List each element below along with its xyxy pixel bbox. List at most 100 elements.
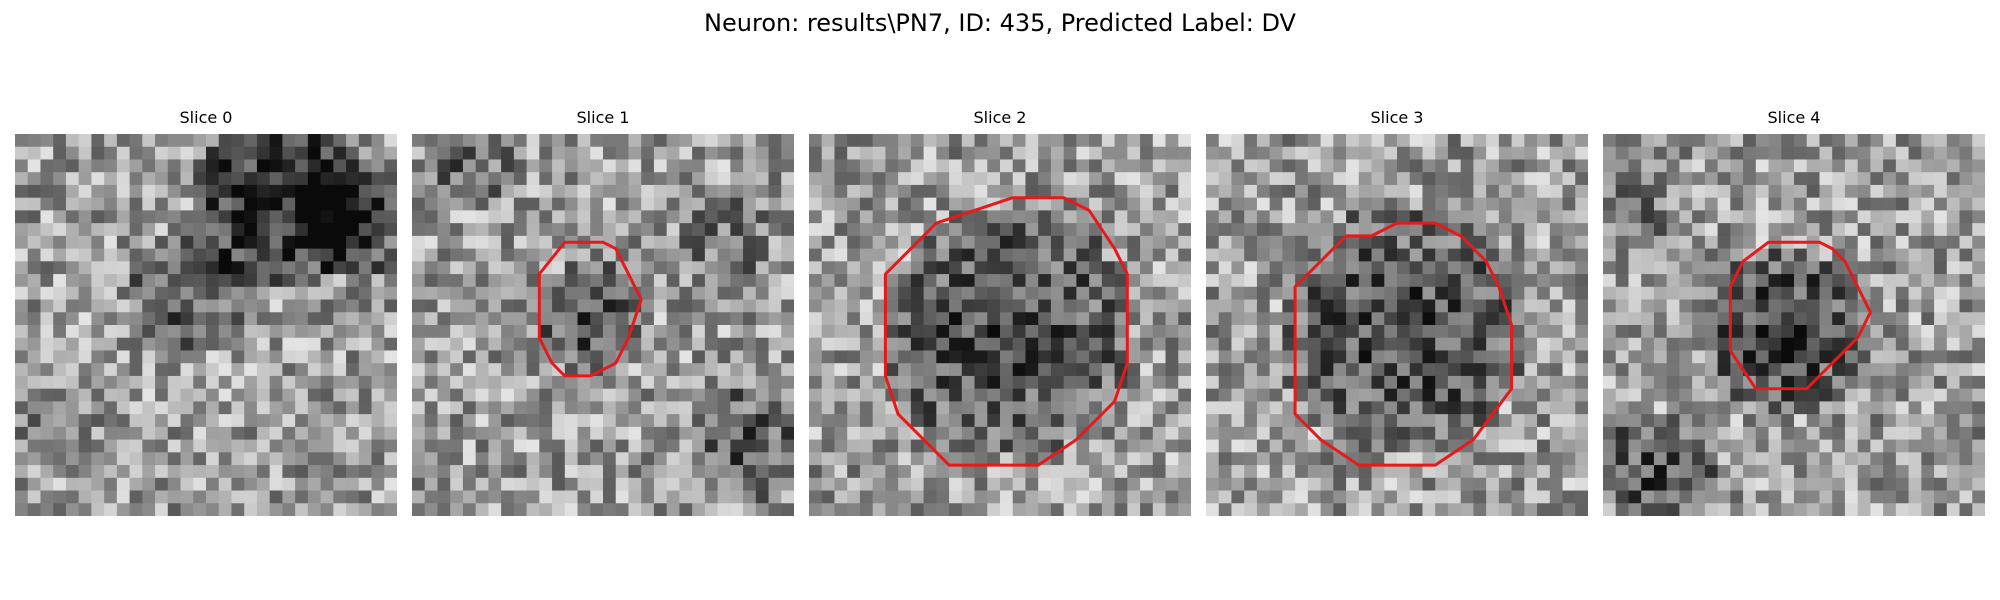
pixel	[1628, 159, 1642, 173]
pixel	[1063, 388, 1077, 402]
pixel	[1844, 388, 1859, 402]
pixel	[1524, 312, 1538, 326]
pixel	[65, 401, 80, 415]
pixel	[692, 325, 706, 339]
pixel	[1883, 184, 1897, 199]
pixel	[1743, 503, 1757, 516]
pixel	[679, 350, 693, 364]
pixel	[358, 286, 373, 301]
pixel	[1679, 477, 1693, 492]
pixel	[1653, 184, 1668, 199]
pixel	[1000, 465, 1014, 479]
pixel	[1358, 210, 1373, 224]
pixel	[1447, 363, 1462, 377]
pixel	[1844, 452, 1859, 466]
pixel	[104, 452, 118, 466]
pixel	[628, 248, 642, 262]
pixel	[1615, 134, 1629, 148]
pixel	[1641, 337, 1655, 351]
pixel	[1946, 197, 1961, 211]
pixel	[269, 452, 283, 466]
pixel	[885, 465, 899, 479]
pixel	[809, 286, 823, 301]
pixel	[1908, 490, 1922, 504]
pixel	[180, 146, 194, 160]
pixel	[1152, 452, 1167, 466]
pixel	[1768, 465, 1782, 479]
pixel	[15, 274, 29, 288]
pixel	[15, 235, 29, 250]
pixel	[1165, 223, 1179, 237]
pixel	[1346, 286, 1360, 301]
pixel	[256, 197, 271, 211]
pixel	[1320, 146, 1334, 160]
pixel	[1409, 363, 1423, 377]
pixel	[462, 235, 477, 250]
pixel	[1447, 350, 1462, 364]
pixel	[1524, 325, 1538, 339]
pixel	[1460, 261, 1474, 275]
pixel	[641, 146, 655, 160]
pixel	[1806, 490, 1820, 504]
pixel	[384, 477, 397, 492]
pixel	[717, 159, 731, 173]
pixel	[333, 388, 347, 402]
pixel	[1870, 350, 1884, 364]
pixel	[1653, 312, 1668, 326]
pixel	[167, 490, 182, 504]
pixel	[615, 325, 629, 339]
pixel	[231, 274, 245, 288]
pixel	[1819, 477, 1833, 492]
pixel	[1603, 134, 1617, 148]
pixel	[15, 350, 29, 364]
pixel	[641, 337, 655, 351]
pixel	[1397, 210, 1411, 224]
pixel	[1178, 350, 1191, 364]
pixel	[1641, 235, 1655, 250]
pixel	[1050, 477, 1065, 492]
pixel	[1870, 184, 1884, 199]
pixel	[1409, 312, 1423, 326]
pixel	[1114, 312, 1128, 326]
pixel	[1806, 337, 1820, 351]
pixel	[40, 146, 54, 160]
pixel	[1127, 184, 1141, 199]
pixel	[717, 503, 731, 516]
pixel	[679, 503, 693, 516]
pixel	[358, 312, 373, 326]
pixel	[1422, 477, 1436, 492]
pixel	[1666, 299, 1680, 313]
pixel	[1908, 172, 1922, 186]
pixel	[1256, 197, 1271, 211]
pixel	[91, 414, 105, 428]
pixel	[847, 261, 861, 275]
pixel	[346, 375, 360, 390]
pixel	[129, 134, 143, 148]
pixel	[1206, 401, 1220, 415]
pixel	[1511, 452, 1525, 466]
pixel	[1666, 312, 1680, 326]
pixel	[129, 197, 143, 211]
pixel	[1422, 223, 1436, 237]
pixel	[1000, 223, 1014, 237]
pixel	[488, 134, 502, 148]
pixel	[781, 286, 794, 301]
pixel	[1934, 172, 1948, 186]
pixel	[142, 439, 156, 453]
pixel	[1921, 465, 1935, 479]
pixel	[1101, 146, 1116, 160]
pixel	[1562, 261, 1576, 275]
pixel	[768, 159, 782, 173]
pixel	[1537, 172, 1551, 186]
pixel	[437, 274, 451, 288]
pixel	[1038, 172, 1052, 186]
pixel	[1653, 503, 1668, 516]
pixel	[1346, 172, 1360, 186]
pixel	[27, 274, 41, 288]
pixel	[885, 286, 899, 301]
pixel	[1562, 184, 1576, 199]
pixel	[1371, 388, 1385, 402]
pixel	[1460, 197, 1474, 211]
pixel	[1666, 414, 1680, 428]
pixel	[1269, 134, 1283, 148]
